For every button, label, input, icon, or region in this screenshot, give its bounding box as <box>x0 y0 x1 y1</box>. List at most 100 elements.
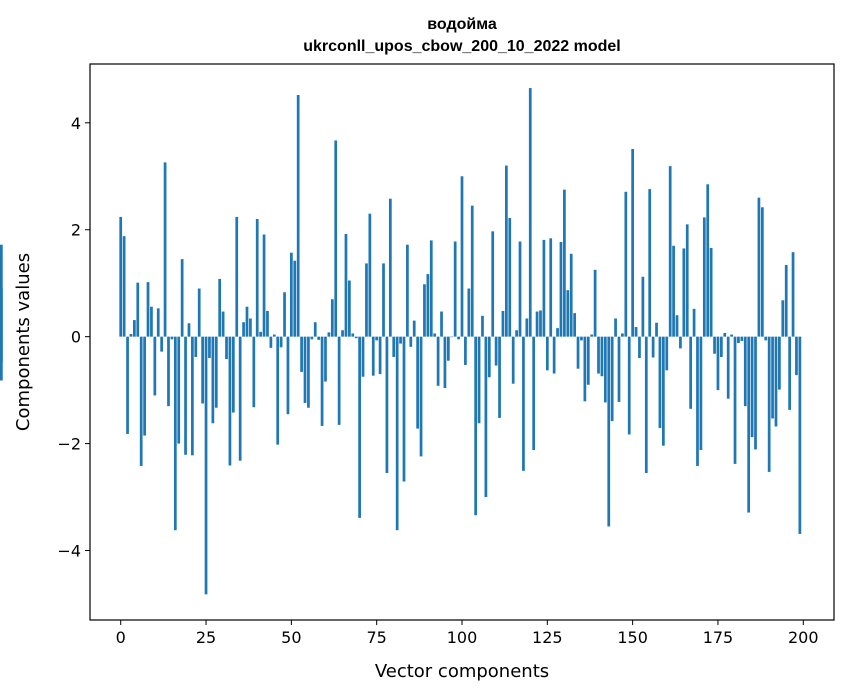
bar-154 <box>644 336 648 473</box>
bar-120 <box>528 88 532 337</box>
bar-153 <box>641 276 645 337</box>
bar-119 <box>525 318 529 337</box>
bar-5 <box>136 282 140 337</box>
bar-80 <box>392 336 396 357</box>
y-tick-label: −2 <box>57 435 81 454</box>
bar-117 <box>518 241 522 337</box>
bar-68 <box>351 333 355 337</box>
bar-134 <box>576 336 580 369</box>
x-tick-label: 175 <box>703 628 734 647</box>
bar-109 <box>491 231 495 337</box>
bars-group <box>0 88 802 595</box>
bar-undefined <box>0 336 3 381</box>
bar-168 <box>692 308 696 337</box>
bar-128 <box>556 328 559 337</box>
bar-177 <box>723 332 727 337</box>
bar-undefined <box>0 288 3 337</box>
bar-116 <box>515 330 518 337</box>
bar-87 <box>416 336 419 429</box>
bar-113 <box>505 165 508 337</box>
bar-171 <box>702 217 706 337</box>
bar-190 <box>767 336 771 472</box>
bar-112 <box>501 310 505 337</box>
bar-165 <box>682 248 686 337</box>
y-tick-label: 0 <box>71 328 81 347</box>
y-tick-label: −4 <box>57 542 81 561</box>
bar-92 <box>433 333 437 337</box>
bar-73 <box>368 213 372 337</box>
bar-74 <box>371 336 375 376</box>
x-tick-label: 50 <box>281 628 301 647</box>
bar-188 <box>760 207 764 337</box>
x-axis-label: Vector components <box>375 661 549 682</box>
bar-121 <box>532 336 536 450</box>
bar-193 <box>778 336 781 390</box>
bar-167 <box>689 336 693 409</box>
bar-130 <box>563 189 566 337</box>
x-tick-label: 150 <box>617 628 648 647</box>
bar-24 <box>201 336 204 404</box>
bar-187 <box>757 197 761 337</box>
bar-45 <box>272 334 276 337</box>
bar-139 <box>593 269 597 337</box>
bar-160 <box>665 336 669 371</box>
x-tick-label: 100 <box>447 628 478 647</box>
bar-79 <box>388 198 392 337</box>
bar-186 <box>754 336 757 450</box>
bar-164 <box>679 336 682 349</box>
bar-6 <box>139 336 143 467</box>
bar-166 <box>685 224 689 337</box>
bar-141 <box>600 336 604 377</box>
bar-103 <box>470 205 474 337</box>
bar-39 <box>252 336 256 408</box>
bar-192 <box>774 336 778 427</box>
bar-132 <box>569 253 573 337</box>
bar-67 <box>348 280 351 337</box>
bar-57 <box>313 322 317 337</box>
bar-69 <box>354 336 358 339</box>
bar-181 <box>737 336 740 344</box>
bar-89 <box>423 284 426 337</box>
bar-58 <box>317 336 321 340</box>
y-tick-label: 2 <box>71 221 81 240</box>
bar-88 <box>419 336 423 457</box>
bar-31 <box>225 336 228 360</box>
plot-area-frame <box>89 63 835 621</box>
bar-137 <box>586 336 590 385</box>
bar-66 <box>344 234 348 337</box>
bar-140 <box>597 336 600 374</box>
bar-70 <box>358 336 361 518</box>
bar-106 <box>481 315 484 337</box>
bar-30 <box>221 311 225 337</box>
bar-38 <box>249 318 252 337</box>
y-tick-label: 4 <box>71 114 81 133</box>
bar-11 <box>156 308 160 337</box>
bar-1 <box>122 236 126 337</box>
bar-108 <box>487 336 491 378</box>
bar-22 <box>194 336 198 357</box>
bar-26 <box>208 336 211 359</box>
bar-176 <box>720 336 723 357</box>
bar-14 <box>167 336 170 407</box>
bar-143 <box>607 336 611 527</box>
bar-94 <box>440 311 443 337</box>
bar-183 <box>743 336 747 407</box>
bar-71 <box>361 336 365 377</box>
bar-86 <box>412 320 416 337</box>
bar-18 <box>180 259 184 337</box>
bar-178 <box>726 336 730 399</box>
bar-13 <box>163 162 167 337</box>
bar-64 <box>337 336 341 425</box>
bar-15 <box>170 336 174 340</box>
bar-51 <box>293 260 297 337</box>
bar-138 <box>590 334 594 337</box>
bar-182 <box>740 336 744 341</box>
bar-83 <box>402 336 406 482</box>
bar-60 <box>324 336 327 382</box>
bar-162 <box>672 245 675 337</box>
bar-91 <box>429 240 433 337</box>
bar-56 <box>310 336 314 340</box>
bar-75 <box>375 336 379 341</box>
bar-2 <box>126 336 129 434</box>
